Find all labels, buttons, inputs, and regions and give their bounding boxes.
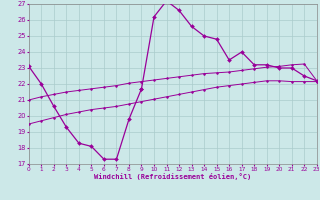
X-axis label: Windchill (Refroidissement éolien,°C): Windchill (Refroidissement éolien,°C) — [94, 173, 252, 180]
